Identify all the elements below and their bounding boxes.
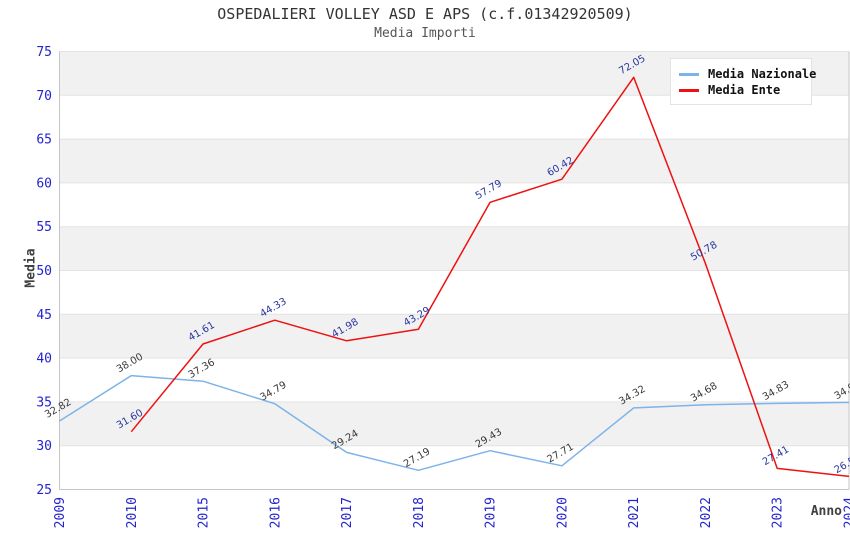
- legend-item-nazionale: Media Nazionale: [679, 66, 816, 82]
- plot-band: [59, 401, 849, 446]
- y-tick-label: 30: [36, 439, 52, 454]
- y-tick-label: 45: [36, 308, 52, 323]
- legend-item-ente: Media Ente: [679, 82, 803, 98]
- x-tick-label: 2022: [699, 497, 714, 528]
- x-tick-label: 2018: [412, 497, 427, 528]
- x-tick-label: 2017: [340, 497, 355, 528]
- data-label: 26.50: [833, 452, 850, 476]
- x-tick-label: 2009: [53, 497, 68, 528]
- y-tick-label: 25: [36, 483, 52, 498]
- y-tick-label: 75: [36, 45, 52, 60]
- y-tick-label: 40: [36, 352, 52, 367]
- legend-box: Media Nazionale Media Ente: [670, 58, 816, 105]
- chart-subtitle: Media Importi: [374, 26, 476, 41]
- series-line-nazionale: [59, 374, 850, 472]
- x-tick-label: 2024: [843, 497, 850, 528]
- data-label: 34.83: [761, 379, 791, 403]
- x-tick-label: 2016: [268, 497, 283, 528]
- legend-line-swatch-red: [679, 88, 699, 92]
- data-label: 34.94: [833, 378, 850, 402]
- legend-label: Media Ente: [708, 83, 781, 97]
- x-tick-label: 2020: [555, 497, 570, 528]
- y-tick-label: 50: [36, 264, 52, 279]
- data-label: 34.68: [689, 381, 719, 405]
- legend-line-swatch-blue: [679, 72, 699, 76]
- x-tick-label: 2010: [125, 497, 140, 528]
- data-label: 27.19: [402, 446, 432, 470]
- x-tick-label: 2015: [197, 497, 212, 528]
- data-label: 37.36: [187, 357, 217, 381]
- y-tick-label: 70: [36, 89, 52, 104]
- series-line-ente: [130, 76, 850, 478]
- x-tick-label: 2019: [484, 497, 499, 528]
- plot-band: [59, 314, 849, 359]
- data-label: 34.79: [258, 380, 288, 404]
- y-tick-label: 55: [36, 220, 52, 235]
- y-tick-label: 65: [36, 133, 52, 148]
- chart-title: OSPEDALIERI VOLLEY ASD E APS (c.f.013429…: [217, 5, 633, 23]
- x-tick-label: 2021: [627, 497, 642, 528]
- y-tick-label: 35: [36, 395, 52, 410]
- x-tick-label: 2023: [771, 497, 786, 528]
- plot-band: [59, 139, 849, 183]
- y-tick-label: 60: [36, 176, 52, 191]
- plot-band: [59, 226, 849, 271]
- legend-label: Media Nazionale: [708, 67, 817, 81]
- y-axis-name: Media: [23, 248, 39, 288]
- x-axis-name: Anno: [810, 504, 842, 519]
